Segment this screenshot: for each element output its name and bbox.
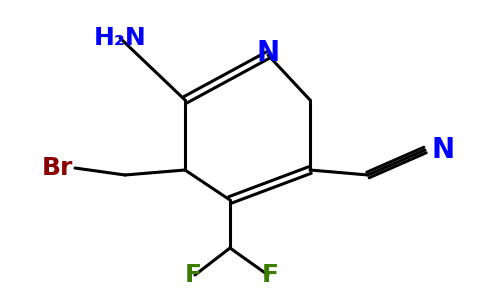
- Text: N: N: [431, 136, 454, 164]
- Text: F: F: [261, 263, 278, 287]
- Text: F: F: [184, 263, 201, 287]
- Text: H₂N: H₂N: [93, 26, 146, 50]
- Text: Br: Br: [42, 156, 73, 180]
- Text: N: N: [257, 39, 280, 67]
